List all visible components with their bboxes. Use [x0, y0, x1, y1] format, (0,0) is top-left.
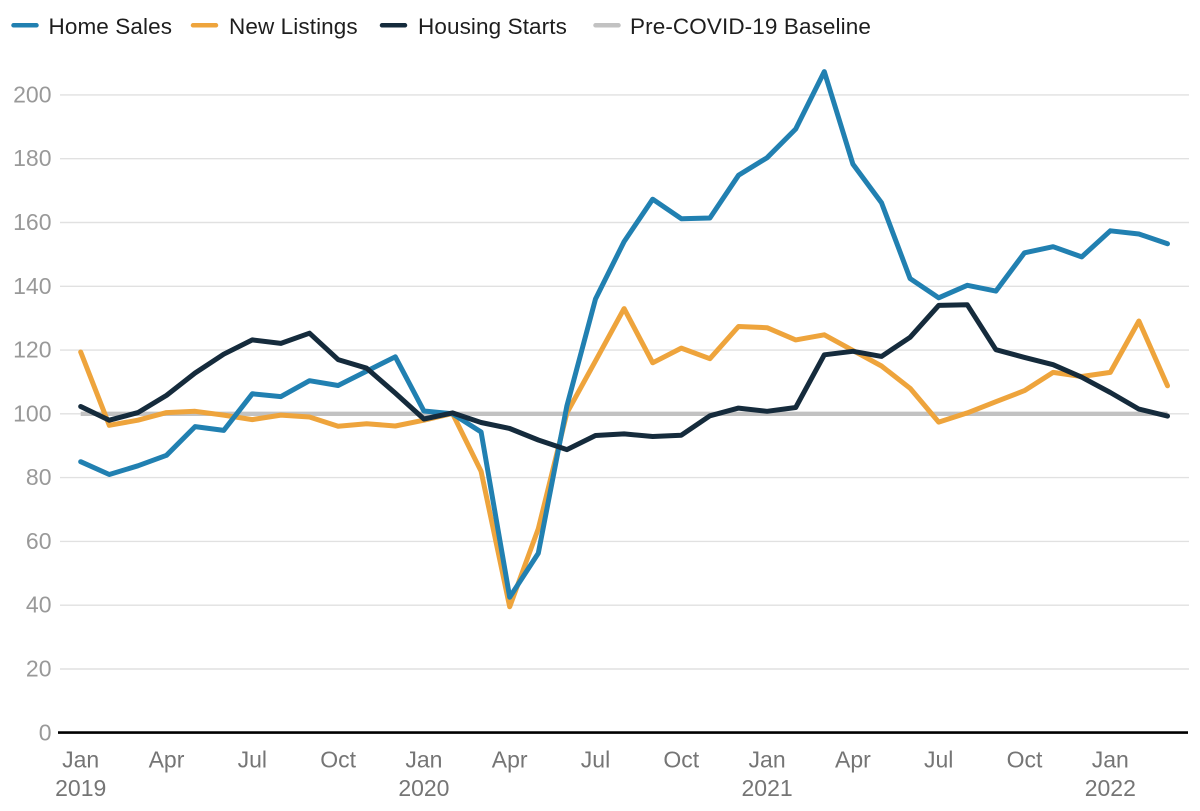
svg-text:Housing Starts: Housing Starts	[418, 14, 567, 39]
svg-text:Jul: Jul	[924, 747, 953, 773]
svg-text:40: 40	[26, 592, 52, 618]
svg-text:Jan: Jan	[405, 747, 442, 773]
svg-text:Jan: Jan	[1092, 747, 1129, 773]
svg-text:2020: 2020	[398, 775, 449, 801]
svg-text:100: 100	[13, 400, 51, 426]
svg-text:2022: 2022	[1085, 775, 1136, 801]
svg-text:Apr: Apr	[492, 747, 528, 773]
svg-text:140: 140	[13, 273, 51, 299]
svg-text:Jan: Jan	[62, 747, 99, 773]
svg-text:Oct: Oct	[1007, 747, 1043, 773]
svg-text:80: 80	[26, 464, 52, 490]
svg-text:120: 120	[13, 337, 51, 363]
svg-text:200: 200	[13, 81, 51, 107]
svg-text:Jan: Jan	[749, 747, 786, 773]
svg-text:Apr: Apr	[149, 747, 185, 773]
svg-text:Jul: Jul	[238, 747, 267, 773]
svg-text:Oct: Oct	[663, 747, 699, 773]
svg-text:160: 160	[13, 209, 51, 235]
svg-text:20: 20	[26, 656, 52, 682]
svg-text:Pre-COVID-19 Baseline: Pre-COVID-19 Baseline	[630, 14, 871, 39]
svg-text:Oct: Oct	[320, 747, 356, 773]
svg-text:Jul: Jul	[581, 747, 610, 773]
svg-text:New Listings: New Listings	[229, 14, 358, 39]
svg-text:Home Sales: Home Sales	[49, 14, 173, 39]
svg-text:Apr: Apr	[835, 747, 871, 773]
svg-text:2019: 2019	[55, 775, 106, 801]
svg-text:2021: 2021	[742, 775, 793, 801]
svg-text:60: 60	[26, 528, 52, 554]
svg-text:180: 180	[13, 145, 51, 171]
svg-text:0: 0	[39, 719, 52, 745]
